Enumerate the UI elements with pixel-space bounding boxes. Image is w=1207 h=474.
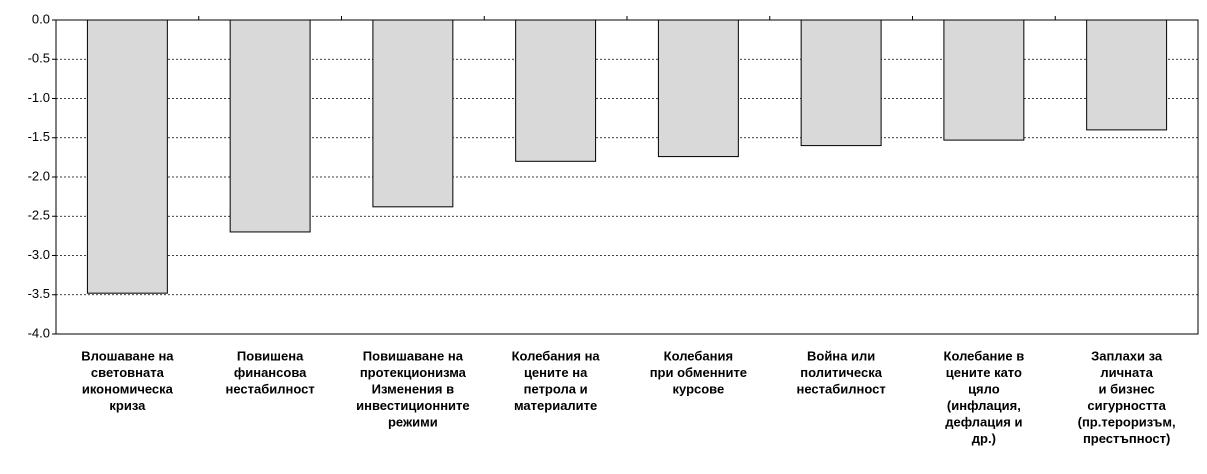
x-tick-label: политическа [800, 365, 882, 380]
x-tick-label: сигурността [1087, 398, 1166, 413]
x-tick-label: Колебание в [944, 348, 1025, 363]
x-tick-label: Колебания [664, 348, 733, 363]
x-tick-label: икономическа [82, 381, 174, 396]
x-tick-label: инвестиционните [356, 398, 470, 413]
x-tick-label: нестабилност [226, 381, 315, 396]
x-tick-label: Заплахи за [1091, 348, 1163, 363]
y-tick-label: -0.5 [28, 51, 50, 66]
x-tick-label: Война или [807, 348, 875, 363]
y-tick-label: -4.0 [28, 325, 50, 340]
y-tick-label: -2.5 [28, 208, 50, 223]
y-tick-label: -1.0 [28, 90, 50, 105]
x-tick-label: Изменения в [372, 381, 454, 396]
x-tick-label: дефлация и [945, 414, 1022, 429]
x-tick-label: личната [1100, 365, 1153, 380]
x-tick-label: Влошаване на [81, 348, 174, 363]
x-tick-label: Колебания на [512, 348, 601, 363]
bar [800, 19, 882, 147]
x-tick-label: материалите [514, 398, 597, 413]
x-tick-label: нестабилност [797, 381, 886, 396]
x-tick-label: при обменните [650, 365, 747, 380]
x-tick-label: престъпност) [1083, 431, 1170, 446]
x-tick-label: режими [388, 414, 438, 429]
y-tick-label: -3.5 [28, 286, 50, 301]
x-tick-label: криза [109, 398, 146, 413]
x-tick-label: цените като [946, 365, 1022, 380]
plot-frame [55, 19, 1199, 335]
x-tick-label: Повишаване на [363, 348, 464, 363]
y-tick-label: -1.5 [28, 129, 50, 144]
x-tick-label: цените на [524, 365, 588, 380]
bar [1086, 19, 1168, 131]
x-tick-label: протекционизма [360, 365, 467, 380]
y-tick-label: 0.0 [32, 11, 50, 26]
x-tick-label: и бизнес [1099, 381, 1155, 396]
y-tick-label: -2.0 [28, 168, 50, 183]
bar [229, 19, 311, 233]
x-tick-label: световната [91, 365, 165, 380]
x-tick-label: финансова [234, 365, 307, 380]
bar [86, 19, 168, 294]
x-tick-label: (пр.тероризъм, [1078, 414, 1176, 429]
x-tick-label: др.) [972, 431, 996, 446]
x-tick-label: цяло [968, 381, 1000, 396]
x-tick-label: Повишена [237, 348, 304, 363]
bar [657, 19, 739, 158]
bar [943, 19, 1025, 141]
x-tick-label: курсове [673, 381, 725, 396]
bar [515, 19, 597, 162]
x-tick-label: петрола и [524, 381, 588, 396]
bar [372, 19, 454, 208]
y-tick-label: -3.0 [28, 247, 50, 262]
x-tick-label: (инфлация, [947, 398, 1021, 413]
